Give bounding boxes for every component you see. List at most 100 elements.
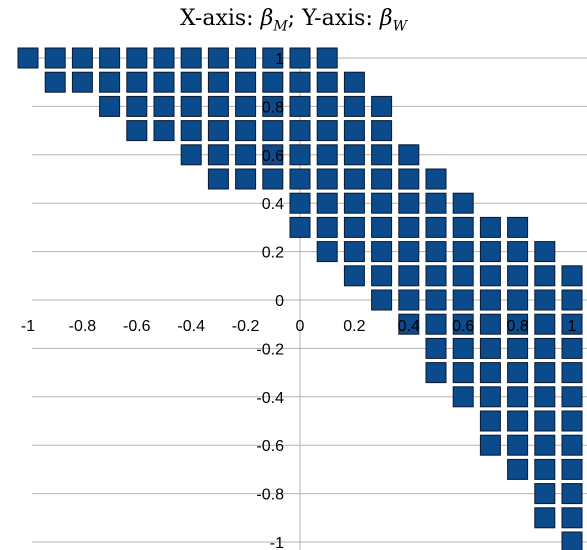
data-point bbox=[343, 168, 365, 190]
data-point bbox=[343, 120, 365, 142]
data-point bbox=[479, 386, 501, 408]
data-point bbox=[371, 144, 393, 166]
data-point bbox=[507, 241, 529, 263]
data-point bbox=[99, 71, 121, 93]
data-point bbox=[561, 434, 583, 456]
data-point bbox=[507, 434, 529, 456]
x-tick-label: -1 bbox=[21, 318, 35, 335]
y-tick-label: 0 bbox=[275, 293, 284, 310]
data-point bbox=[507, 386, 529, 408]
data-point bbox=[153, 120, 175, 142]
data-point bbox=[534, 483, 556, 505]
data-point bbox=[180, 120, 202, 142]
data-point bbox=[561, 289, 583, 311]
x-tick-label: -0.4 bbox=[177, 318, 205, 335]
data-point bbox=[507, 410, 529, 432]
data-point bbox=[398, 144, 420, 166]
data-point bbox=[316, 95, 338, 117]
data-point bbox=[71, 71, 93, 93]
data-point bbox=[534, 458, 556, 480]
data-point bbox=[289, 168, 311, 190]
y-tick-label: 0.8 bbox=[262, 99, 284, 116]
data-point bbox=[452, 241, 474, 263]
data-point bbox=[561, 483, 583, 505]
data-point bbox=[316, 71, 338, 93]
data-point bbox=[207, 120, 229, 142]
data-point bbox=[207, 47, 229, 69]
data-point bbox=[207, 71, 229, 93]
data-point bbox=[371, 241, 393, 263]
data-point bbox=[316, 120, 338, 142]
data-point bbox=[507, 337, 529, 359]
x-tick-label: 1 bbox=[568, 318, 577, 335]
data-point bbox=[534, 289, 556, 311]
data-point bbox=[452, 337, 474, 359]
data-point bbox=[398, 192, 420, 214]
data-point bbox=[479, 216, 501, 238]
data-point bbox=[99, 47, 121, 69]
data-point bbox=[180, 144, 202, 166]
data-point bbox=[561, 362, 583, 384]
x-tick-label: 0.6 bbox=[452, 318, 474, 335]
y-tick-label: 0.4 bbox=[262, 196, 284, 213]
data-point bbox=[425, 216, 447, 238]
data-point bbox=[425, 265, 447, 287]
x-tick-label: 0.8 bbox=[506, 318, 528, 335]
data-point bbox=[425, 168, 447, 190]
y-tick-label: 0.6 bbox=[262, 148, 284, 165]
data-point bbox=[479, 313, 501, 335]
x-tick-label: -0.8 bbox=[69, 318, 97, 335]
data-point bbox=[235, 47, 257, 69]
data-point bbox=[71, 47, 93, 69]
data-point bbox=[153, 47, 175, 69]
data-point bbox=[371, 192, 393, 214]
data-point bbox=[534, 265, 556, 287]
data-point bbox=[561, 458, 583, 480]
data-point bbox=[289, 216, 311, 238]
data-point bbox=[371, 168, 393, 190]
data-point bbox=[207, 168, 229, 190]
data-point bbox=[507, 216, 529, 238]
data-point bbox=[235, 144, 257, 166]
data-markers bbox=[17, 47, 583, 550]
data-point bbox=[235, 95, 257, 117]
data-point bbox=[561, 507, 583, 529]
data-point bbox=[507, 289, 529, 311]
data-point bbox=[126, 47, 148, 69]
data-point bbox=[316, 144, 338, 166]
data-point bbox=[452, 313, 474, 335]
data-point bbox=[534, 313, 556, 335]
data-point bbox=[371, 289, 393, 311]
data-point bbox=[343, 95, 365, 117]
data-point bbox=[561, 410, 583, 432]
data-point bbox=[425, 241, 447, 263]
data-point bbox=[99, 95, 121, 117]
data-point bbox=[561, 313, 583, 335]
data-point bbox=[316, 192, 338, 214]
data-point bbox=[262, 168, 284, 190]
data-point bbox=[507, 458, 529, 480]
data-point bbox=[452, 192, 474, 214]
data-point bbox=[452, 265, 474, 287]
data-point bbox=[371, 216, 393, 238]
y-tick-label: -0.2 bbox=[256, 341, 284, 358]
data-point bbox=[126, 71, 148, 93]
data-point bbox=[425, 289, 447, 311]
data-point bbox=[479, 362, 501, 384]
data-point bbox=[343, 71, 365, 93]
y-tick-label: -0.6 bbox=[256, 438, 284, 455]
data-point bbox=[262, 47, 284, 69]
data-point bbox=[262, 120, 284, 142]
data-point bbox=[452, 386, 474, 408]
data-point bbox=[479, 289, 501, 311]
data-point bbox=[262, 71, 284, 93]
data-point bbox=[507, 313, 529, 335]
data-point bbox=[289, 47, 311, 69]
data-point bbox=[371, 95, 393, 117]
data-point bbox=[180, 95, 202, 117]
data-point bbox=[534, 434, 556, 456]
x-tick-label: 0.2 bbox=[343, 318, 365, 335]
data-point bbox=[561, 531, 583, 550]
data-point bbox=[534, 386, 556, 408]
